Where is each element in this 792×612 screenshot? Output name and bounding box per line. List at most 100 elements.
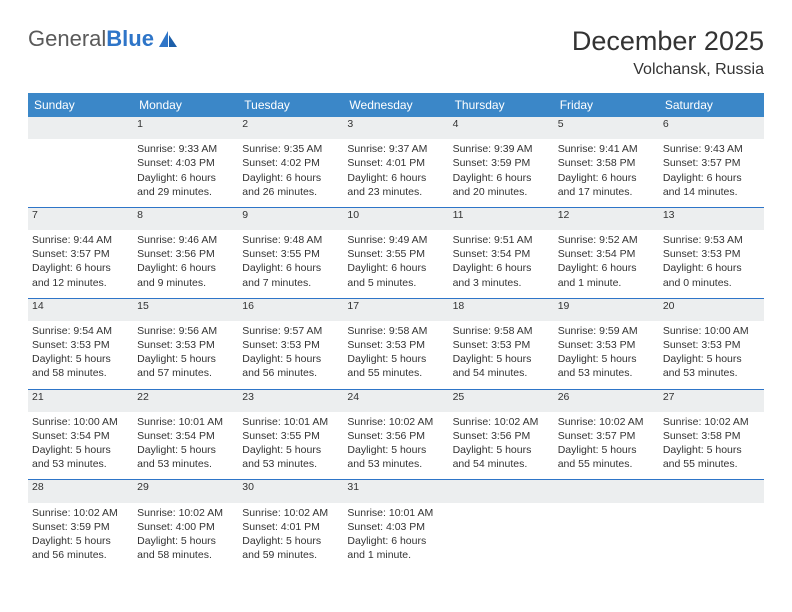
day-cell: Sunrise: 10:00 AMSunset: 3:54 PMDaylight…: [28, 412, 133, 480]
month-title: December 2025: [572, 26, 764, 57]
day-cell: Sunrise: 9:57 AMSunset: 3:53 PMDaylight:…: [238, 321, 343, 389]
sunset-text: Sunset: 3:56 PM: [137, 247, 234, 261]
day-number: 19: [554, 298, 659, 321]
calendar-table: Sunday Monday Tuesday Wednesday Thursday…: [28, 93, 764, 570]
sunset-text: Sunset: 3:53 PM: [347, 338, 444, 352]
daylight-text: Daylight: 6 hours and 5 minutes.: [347, 261, 444, 289]
daylight-text: Daylight: 6 hours and 17 minutes.: [558, 171, 655, 199]
sunrise-text: Sunrise: 9:39 AM: [453, 142, 550, 156]
day-cell: Sunrise: 9:58 AMSunset: 3:53 PMDaylight:…: [343, 321, 448, 389]
daylight-text: Daylight: 6 hours and 7 minutes.: [242, 261, 339, 289]
day-cell: Sunrise: 9:56 AMSunset: 3:53 PMDaylight:…: [133, 321, 238, 389]
day-cell: [449, 503, 554, 571]
daylight-text: Daylight: 5 hours and 54 minutes.: [453, 352, 550, 380]
day-cell: Sunrise: 10:01 AMSunset: 3:54 PMDaylight…: [133, 412, 238, 480]
daylight-text: Daylight: 5 hours and 58 minutes.: [32, 352, 129, 380]
day-number: [28, 117, 133, 139]
day-number: 4: [449, 117, 554, 139]
sunrise-text: Sunrise: 10:00 AM: [32, 415, 129, 429]
sunrise-text: Sunrise: 10:02 AM: [347, 415, 444, 429]
sunset-text: Sunset: 3:58 PM: [663, 429, 760, 443]
day-number: 27: [659, 389, 764, 412]
day-cell: Sunrise: 10:01 AMSunset: 3:55 PMDaylight…: [238, 412, 343, 480]
brand-logo: GeneralBlue: [28, 26, 178, 53]
header: GeneralBlue December 2025 Volchansk, Rus…: [28, 26, 764, 79]
sunset-text: Sunset: 3:54 PM: [453, 247, 550, 261]
day-cell: Sunrise: 9:51 AMSunset: 3:54 PMDaylight:…: [449, 230, 554, 298]
day-cell: Sunrise: 9:44 AMSunset: 3:57 PMDaylight:…: [28, 230, 133, 298]
daynum-row: 123456: [28, 117, 764, 139]
sunset-text: Sunset: 3:54 PM: [32, 429, 129, 443]
day-number: 6: [659, 117, 764, 139]
day-number: 26: [554, 389, 659, 412]
daylight-text: Daylight: 5 hours and 55 minutes.: [663, 443, 760, 471]
sunset-text: Sunset: 4:03 PM: [347, 520, 444, 534]
content-row: Sunrise: 10:02 AMSunset: 3:59 PMDaylight…: [28, 503, 764, 571]
sunrise-text: Sunrise: 10:02 AM: [453, 415, 550, 429]
sunset-text: Sunset: 3:59 PM: [32, 520, 129, 534]
sunset-text: Sunset: 3:53 PM: [32, 338, 129, 352]
daylight-text: Daylight: 6 hours and 20 minutes.: [453, 171, 550, 199]
sunrise-text: Sunrise: 10:02 AM: [558, 415, 655, 429]
daynum-row: 14151617181920: [28, 298, 764, 321]
day-cell: Sunrise: 9:53 AMSunset: 3:53 PMDaylight:…: [659, 230, 764, 298]
day-number: 31: [343, 480, 448, 503]
daylight-text: Daylight: 5 hours and 59 minutes.: [242, 534, 339, 562]
day-number: 12: [554, 207, 659, 230]
day-number: 25: [449, 389, 554, 412]
day-cell: Sunrise: 9:54 AMSunset: 3:53 PMDaylight:…: [28, 321, 133, 389]
daylight-text: Daylight: 6 hours and 1 minute.: [558, 261, 655, 289]
day-number: [659, 480, 764, 503]
sunset-text: Sunset: 3:54 PM: [137, 429, 234, 443]
day-header: Monday: [133, 93, 238, 117]
day-cell: Sunrise: 10:02 AMSunset: 3:58 PMDaylight…: [659, 412, 764, 480]
daynum-row: 21222324252627: [28, 389, 764, 412]
day-cell: Sunrise: 10:02 AMSunset: 3:56 PMDaylight…: [343, 412, 448, 480]
day-number: 9: [238, 207, 343, 230]
daylight-text: Daylight: 5 hours and 56 minutes.: [242, 352, 339, 380]
day-number: [554, 480, 659, 503]
day-header: Tuesday: [238, 93, 343, 117]
daylight-text: Daylight: 6 hours and 23 minutes.: [347, 171, 444, 199]
daylight-text: Daylight: 5 hours and 56 minutes.: [32, 534, 129, 562]
sunset-text: Sunset: 4:03 PM: [137, 156, 234, 170]
day-cell: Sunrise: 10:02 AMSunset: 3:59 PMDaylight…: [28, 503, 133, 571]
sunrise-text: Sunrise: 9:35 AM: [242, 142, 339, 156]
content-row: Sunrise: 9:44 AMSunset: 3:57 PMDaylight:…: [28, 230, 764, 298]
brand-name-blue: Blue: [106, 26, 154, 51]
daylight-text: Daylight: 5 hours and 54 minutes.: [453, 443, 550, 471]
day-number: 17: [343, 298, 448, 321]
day-number: 15: [133, 298, 238, 321]
sunrise-text: Sunrise: 9:48 AM: [242, 233, 339, 247]
sail-icon: [158, 30, 178, 53]
sunrise-text: Sunrise: 10:00 AM: [663, 324, 760, 338]
day-number: 24: [343, 389, 448, 412]
day-number: 11: [449, 207, 554, 230]
sunset-text: Sunset: 3:53 PM: [663, 247, 760, 261]
day-number: 30: [238, 480, 343, 503]
day-number: [449, 480, 554, 503]
sunset-text: Sunset: 3:55 PM: [347, 247, 444, 261]
day-number: 1: [133, 117, 238, 139]
day-number: 21: [28, 389, 133, 412]
day-number: 20: [659, 298, 764, 321]
sunset-text: Sunset: 3:57 PM: [663, 156, 760, 170]
day-number: 10: [343, 207, 448, 230]
day-number: 28: [28, 480, 133, 503]
day-cell: Sunrise: 9:35 AMSunset: 4:02 PMDaylight:…: [238, 139, 343, 207]
sunset-text: Sunset: 3:53 PM: [137, 338, 234, 352]
day-header: Wednesday: [343, 93, 448, 117]
sunrise-text: Sunrise: 9:56 AM: [137, 324, 234, 338]
sunrise-text: Sunrise: 9:37 AM: [347, 142, 444, 156]
daylight-text: Daylight: 5 hours and 57 minutes.: [137, 352, 234, 380]
day-number: 16: [238, 298, 343, 321]
sunset-text: Sunset: 3:55 PM: [242, 247, 339, 261]
sunset-text: Sunset: 4:01 PM: [242, 520, 339, 534]
day-header: Sunday: [28, 93, 133, 117]
daylight-text: Daylight: 6 hours and 9 minutes.: [137, 261, 234, 289]
day-cell: Sunrise: 9:39 AMSunset: 3:59 PMDaylight:…: [449, 139, 554, 207]
day-number: 13: [659, 207, 764, 230]
day-cell: [28, 139, 133, 207]
day-cell: Sunrise: 10:01 AMSunset: 4:03 PMDaylight…: [343, 503, 448, 571]
day-cell: Sunrise: 10:00 AMSunset: 3:53 PMDaylight…: [659, 321, 764, 389]
